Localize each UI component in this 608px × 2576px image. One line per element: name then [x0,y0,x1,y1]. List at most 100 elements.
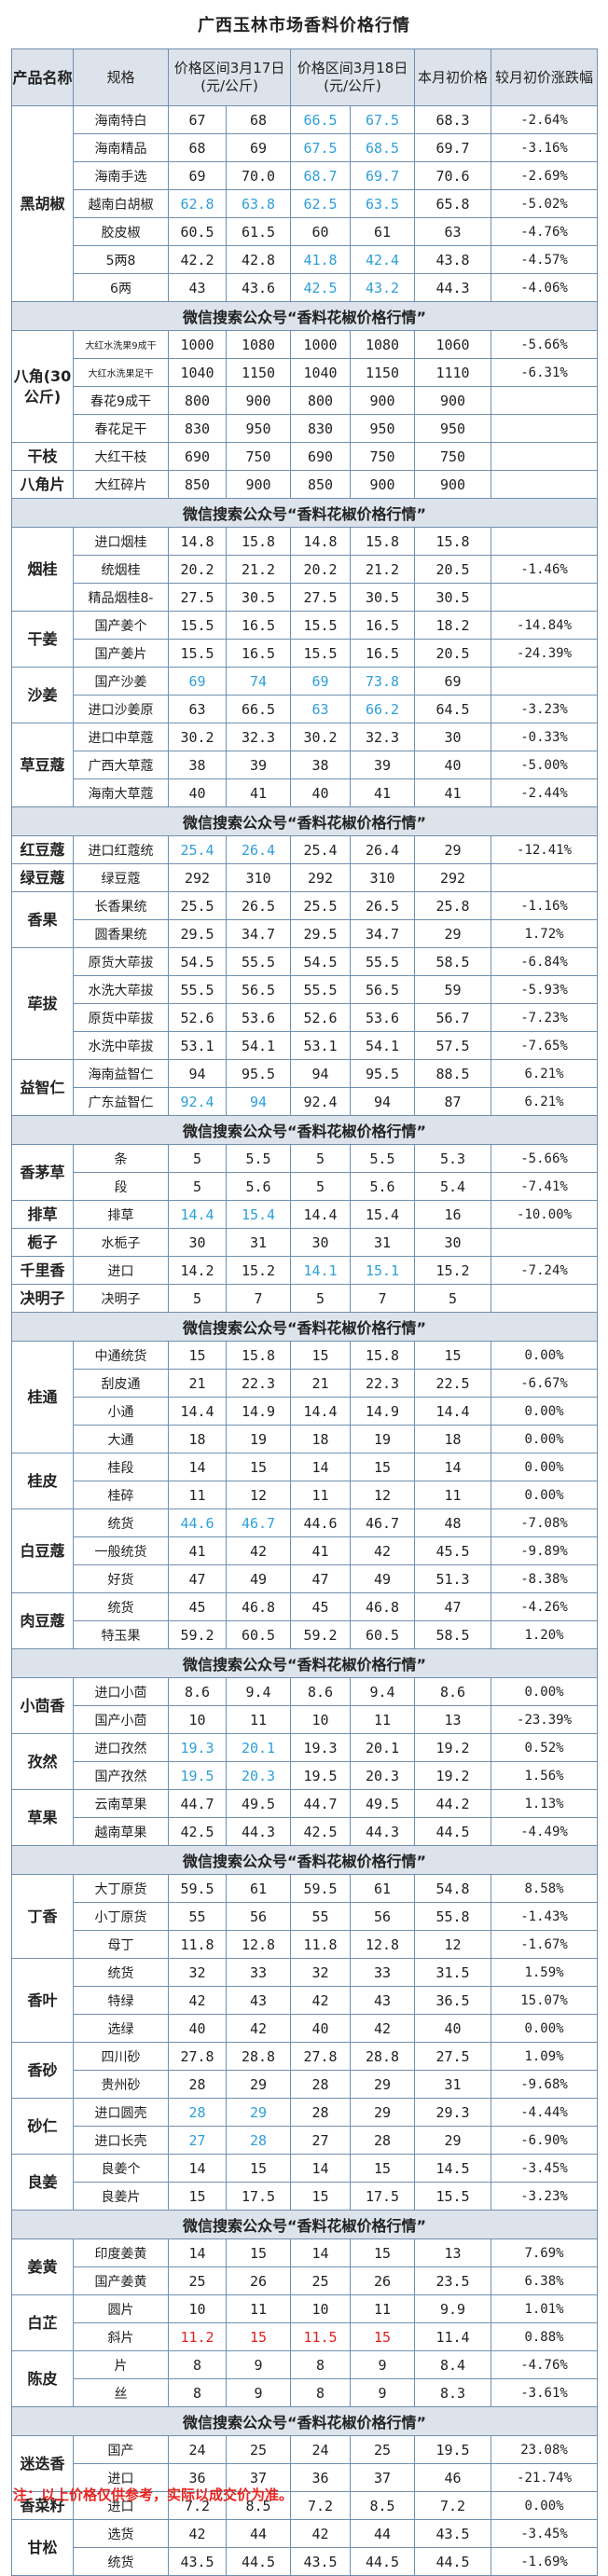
promo-banner: 微信搜索公众号“香料花椒价格行情” [10,806,599,836]
table-row: 段 5 5.6 5 5.6 5.4 -7.41% [12,1172,599,1201]
price-mar17-low: 14 [168,2154,227,2183]
price-mar17-low: 15 [168,1341,227,1370]
price-mar17-low: 42.2 [168,245,227,274]
price-mar17-low: 850 [168,470,227,499]
table-row: 大红水洗果足干 1040 1150 1040 1150 1110 -6.31% [12,358,599,387]
month-start-price: 56.7 [414,1003,492,1032]
price-mar17-high: 29 [225,2098,292,2127]
spec-cell: 进口红蔻统 [73,835,169,864]
price-mar18-low: 55 [290,1902,352,1931]
spec-cell: 段 [73,1172,169,1201]
spec-cell: 国产孜然 [73,1761,169,1790]
month-start-price: 29 [414,2126,492,2155]
table-row: 良姜片 15 17.5 15 17.5 15.5 -3.23% [12,2182,599,2211]
price-mar17-low: 24 [168,2435,227,2464]
price-mar17-high: 20.1 [225,1733,292,1762]
change-pct: 8.58% [491,1874,599,1903]
promo-banner: 微信搜索公众号“香料花椒价格行情” [10,301,599,331]
month-start-price: 14 [414,1453,492,1481]
price-mar18-low: 1040 [290,358,352,387]
spec-cell: 原货中荜拔 [73,1003,169,1032]
price-mar18-low: 20.2 [290,555,352,584]
month-start-price: 22.5 [414,1369,492,1398]
table-row: 水洗大荜拔 55.5 56.5 55.5 56.5 59 -5.93% [12,975,599,1004]
price-mar18-low: 800 [290,386,352,415]
price-mar18-high: 32.3 [350,723,416,751]
change-pct: 1.56% [491,1761,599,1790]
price-mar17-low: 21 [168,1369,227,1398]
spec-cell: 统烟桂 [73,555,169,584]
price-mar17-low: 27.5 [168,583,227,612]
spec-cell: 良姜片 [73,2182,169,2211]
change-pct: -3.16% [491,133,599,162]
price-mar17-high: 95.5 [225,1059,292,1088]
price-mar17-high: 49 [225,1564,292,1593]
price-mar17-low: 25 [168,2266,227,2295]
spec-cell: 条 [73,1144,169,1173]
price-mar18-high: 9.4 [350,1677,416,1706]
price-mar18-low: 24 [290,2435,352,2464]
price-mar18-high: 44.5 [350,2547,416,2576]
change-pct: -4.76% [491,217,599,246]
price-mar18-low: 11.8 [290,1930,352,1959]
price-mar17-low: 14.2 [168,1256,227,1285]
price-mar17-high: 39 [225,751,292,779]
change-pct [491,863,599,892]
product-name: 香砂 [11,2042,74,2099]
price-mar17-low: 40 [168,778,227,807]
spec-cell: 四川砂 [73,2042,169,2071]
price-mar17-low: 15.5 [168,611,227,640]
change-pct: -5.00% [491,751,599,779]
price-mar18-low: 69 [290,667,352,696]
price-mar18-high: 26.4 [350,835,416,864]
price-mar17-low: 5 [168,1172,227,1201]
month-start-price: 1060 [414,330,492,359]
price-mar18-high: 900 [350,386,416,415]
page-title: 广西玉林市场香料价格行情 [198,16,410,35]
price-mar17-high: 44.3 [225,1817,292,1846]
price-mar18-high: 11 [350,2294,416,2323]
price-mar17-high: 310 [225,863,292,892]
spec-cell: 越南白胡椒 [73,189,169,218]
price-mar17-high: 56 [225,1902,292,1931]
change-pct: -4.49% [491,1817,599,1846]
month-start-price: 41 [414,778,492,807]
price-mar18-high: 46.8 [350,1592,416,1621]
change-pct: 15.07% [491,1986,599,2015]
price-mar17-low: 20.2 [168,555,227,584]
product-name: 白芷 [11,2294,74,2351]
price-mar17-high: 7 [225,1284,292,1313]
change-pct: -3.61% [491,2378,599,2407]
change-pct: -4.26% [491,1592,599,1621]
price-mar17-high: 15 [225,2322,292,2351]
price-mar17-high: 60.5 [225,1620,292,1649]
price-mar17-high: 30.5 [225,583,292,612]
month-start-price: 15 [414,1341,492,1370]
product-name: 砂仁 [11,2098,74,2155]
month-start-price: 20.5 [414,555,492,584]
price-mar18-high: 46.7 [350,1508,416,1537]
change-pct: 1.09% [491,2042,599,2071]
price-mar17-low: 92.4 [168,1087,227,1116]
price-mar17-high: 16.5 [225,611,292,640]
change-pct: -0.33% [491,723,599,751]
price-mar17-low: 19.3 [168,1733,227,1762]
spec-cell: 选绿 [73,2014,169,2043]
month-start-price: 20.5 [414,639,492,668]
price-mar18-high: 49 [350,1564,416,1593]
promo-banner: 微信搜索公众号“香料花椒价格行情” [10,498,599,528]
price-mar17-low: 67 [168,105,227,134]
product-name: 干枝 [11,442,74,471]
change-pct: -1.69% [491,2547,599,2576]
product-name: 肉豆蔻 [11,1592,74,1649]
price-mar18-low: 44.7 [290,1789,352,1818]
price-mar18-high: 20.3 [350,1761,416,1790]
price-mar17-high: 63.8 [225,189,292,218]
price-mar18-low: 690 [290,442,352,471]
price-mar18-low: 1000 [290,330,352,359]
price-mar18-low: 8 [290,2378,352,2407]
product-name: 绿豆蔻 [11,863,74,892]
table-row: 春花足干 830 950 830 950 950 [12,414,599,443]
price-mar17-high: 19 [225,1425,292,1453]
price-mar18-high: 73.8 [350,667,416,696]
